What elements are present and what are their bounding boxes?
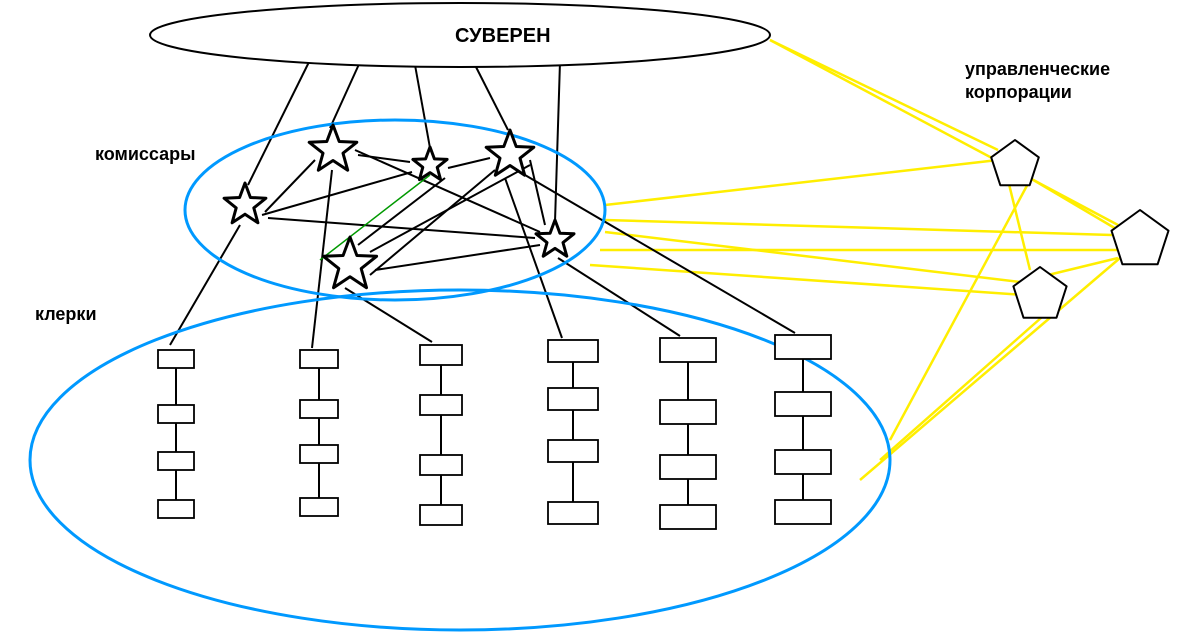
clerk-box bbox=[300, 445, 338, 463]
star-icon bbox=[486, 130, 534, 175]
edge-black bbox=[170, 225, 240, 345]
clerk-box bbox=[775, 392, 831, 416]
clerk-box bbox=[420, 455, 462, 475]
pentagon-icon bbox=[1112, 210, 1169, 264]
edge-black bbox=[262, 172, 412, 215]
edge-yellow bbox=[590, 265, 1025, 295]
clerk-box bbox=[158, 500, 194, 518]
label-corp2: корпорации bbox=[965, 82, 1072, 102]
edge-green bbox=[320, 175, 430, 260]
star-icon bbox=[224, 183, 266, 223]
green-edges-layer bbox=[320, 175, 430, 260]
edge-black bbox=[530, 160, 545, 225]
labels-layer: СУВЕРЕН комиссары клерки управленческие корп… bbox=[35, 25, 1110, 324]
edge-yellow bbox=[605, 160, 998, 205]
clerk-box bbox=[660, 338, 716, 362]
edge-yellow bbox=[1048, 258, 1118, 275]
clerk-box bbox=[775, 500, 831, 524]
clerk-box bbox=[158, 452, 194, 470]
clerk-box bbox=[300, 400, 338, 418]
edge-black bbox=[415, 65, 430, 148]
clerk-box bbox=[420, 395, 462, 415]
clerk-box bbox=[660, 505, 716, 529]
label-corp1: управленческие bbox=[965, 59, 1110, 79]
edge-black bbox=[448, 158, 490, 168]
clerk-boxes-layer bbox=[158, 335, 831, 529]
star-icon bbox=[323, 237, 376, 288]
edge-black bbox=[475, 65, 508, 130]
edge-black bbox=[555, 62, 560, 222]
edge-yellow bbox=[605, 232, 1020, 282]
ellipses-layer bbox=[30, 3, 890, 630]
edge-yellow bbox=[1008, 180, 1030, 270]
clerk-box bbox=[158, 350, 194, 368]
clerk-box bbox=[660, 400, 716, 424]
star-icon bbox=[413, 147, 447, 180]
edge-yellow bbox=[880, 310, 1050, 460]
star-icon bbox=[536, 220, 574, 256]
clerk-box bbox=[548, 388, 598, 410]
clerk-box bbox=[420, 345, 462, 365]
label-clerks: клерки bbox=[35, 304, 97, 324]
edge-yellow bbox=[605, 220, 1112, 235]
label-commissars: комиссары bbox=[95, 144, 196, 164]
stars-layer bbox=[224, 125, 574, 288]
edge-yellow bbox=[1030, 178, 1118, 230]
pentagon-icon bbox=[991, 140, 1039, 185]
edge-black bbox=[265, 160, 315, 212]
black-edges-layer bbox=[170, 60, 795, 348]
clerk-box bbox=[158, 405, 194, 423]
label-sovereign: СУВЕРЕН bbox=[455, 25, 551, 47]
edge-black bbox=[330, 62, 360, 128]
edge-yellow bbox=[890, 180, 1030, 440]
clerk-box bbox=[420, 505, 462, 525]
edge-black bbox=[505, 178, 562, 338]
star-icon bbox=[309, 125, 357, 170]
edge-black bbox=[358, 155, 410, 162]
edge-black bbox=[248, 60, 310, 185]
clerk-box bbox=[775, 450, 831, 474]
clerk-box bbox=[660, 455, 716, 479]
clerk-box bbox=[300, 498, 338, 516]
edge-yellow bbox=[770, 40, 998, 150]
clerk-box bbox=[548, 440, 598, 462]
clerk-box bbox=[300, 350, 338, 368]
pentagon-icon bbox=[1013, 267, 1066, 318]
edge-yellow bbox=[860, 258, 1120, 480]
clerk-box bbox=[548, 502, 598, 524]
clerk-box bbox=[548, 340, 598, 362]
clerk-box bbox=[775, 335, 831, 359]
